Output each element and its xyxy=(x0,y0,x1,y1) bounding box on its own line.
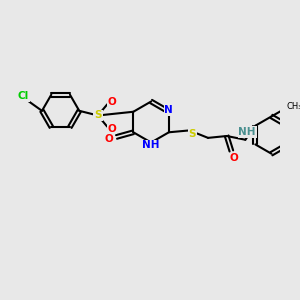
Text: O: O xyxy=(230,153,239,164)
Text: NH: NH xyxy=(238,127,256,137)
Text: O: O xyxy=(105,134,113,144)
Text: N: N xyxy=(164,105,173,115)
Text: O: O xyxy=(108,124,116,134)
Text: S: S xyxy=(188,129,196,139)
Text: O: O xyxy=(108,98,116,107)
Text: Cl: Cl xyxy=(18,91,29,101)
Text: S: S xyxy=(94,110,102,121)
Text: NH: NH xyxy=(142,140,160,150)
Text: CH₃: CH₃ xyxy=(286,102,300,111)
